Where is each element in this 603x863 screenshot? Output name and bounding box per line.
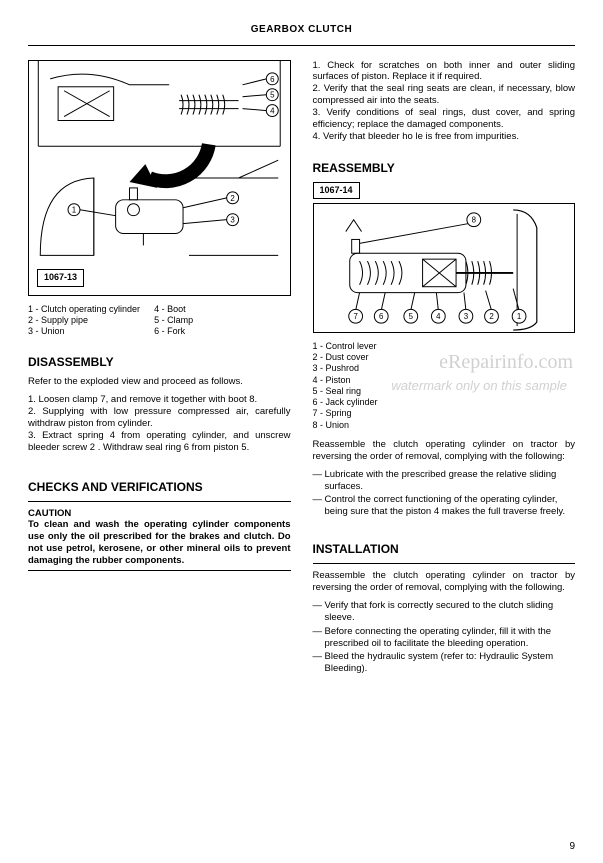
divider xyxy=(313,563,576,564)
installation-list: Verify that fork is correctly secured to… xyxy=(313,600,576,675)
svg-text:4: 4 xyxy=(436,312,441,321)
legend-item: 3 - Union xyxy=(28,326,140,337)
svg-text:5: 5 xyxy=(270,90,275,99)
legend-col: 4 - Boot 5 - Clamp 6 - Fork xyxy=(154,304,193,338)
svg-text:1: 1 xyxy=(72,205,77,214)
installation-heading: INSTALLATION xyxy=(313,542,576,557)
divider xyxy=(28,570,291,571)
legend-item: 1 - Control lever xyxy=(313,341,576,352)
caution-body: To clean and wash the operating cylinder… xyxy=(28,519,291,567)
legend-item: 7 - Spring xyxy=(313,408,576,419)
left-column: 6 5 4 1 2 3 xyxy=(28,60,291,678)
two-columns: 6 5 4 1 2 3 xyxy=(28,60,575,678)
legend-item: 4 - Piston xyxy=(313,375,576,386)
legend-fig2: 1 - Control lever 2 - Dust cover 3 - Pus… xyxy=(313,341,576,431)
legend-item: 5 - Seal ring xyxy=(313,386,576,397)
list-item: Before connecting the operating cylinder… xyxy=(325,626,576,650)
divider xyxy=(28,501,291,502)
svg-text:4: 4 xyxy=(270,106,275,115)
legend-item: 8 - Union xyxy=(313,420,576,431)
svg-text:3: 3 xyxy=(230,215,235,224)
reassembly-intro: Reassemble the clutch operating cylinder… xyxy=(313,439,576,463)
list-item: Control the correct functioning of the o… xyxy=(325,494,576,518)
legend-fig1: 1 - Clutch operating cylinder 2 - Supply… xyxy=(28,304,291,338)
legend-item: 3 - Pushrod xyxy=(313,363,576,374)
svg-text:6: 6 xyxy=(270,74,275,83)
diagram-reassembly: 8 7 6 5 4 3 2 1 xyxy=(314,204,575,332)
svg-text:7: 7 xyxy=(353,312,357,321)
diagram-clutch-cylinder: 6 5 4 1 2 3 xyxy=(29,61,290,295)
page-header: GEARBOX CLUTCH xyxy=(28,24,575,46)
svg-text:1: 1 xyxy=(516,312,520,321)
reassembly-list: Lubricate with the prescribed grease the… xyxy=(313,469,576,519)
disassembly-body: 1. Loosen clamp 7, and remove it togethe… xyxy=(28,394,291,453)
figure-badge-2: 1067-14 xyxy=(313,182,360,199)
checks-heading: CHECKS AND VERIFICATIONS xyxy=(28,480,291,495)
svg-text:6: 6 xyxy=(379,312,384,321)
svg-text:3: 3 xyxy=(463,312,468,321)
list-item: Bleed the hydraulic system (refer to: Hy… xyxy=(325,651,576,675)
legend-item: 4 - Boot xyxy=(154,304,193,315)
installation-intro: Reassemble the clutch operating cylinder… xyxy=(313,570,576,594)
list-item: Verify that fork is correctly secured to… xyxy=(325,600,576,624)
figure-badge: 1067-13 xyxy=(37,269,84,286)
disassembly-heading: DISASSEMBLY xyxy=(28,355,291,370)
figure-1067-13: 6 5 4 1 2 3 xyxy=(28,60,291,296)
reassembly-heading: REASSEMBLY xyxy=(313,161,576,176)
figure-1067-14: 8 7 6 5 4 3 2 1 xyxy=(313,203,576,333)
legend-item: 1 - Clutch operating cylinder xyxy=(28,304,140,315)
legend-item: 2 - Supply pipe xyxy=(28,315,140,326)
svg-text:2: 2 xyxy=(489,312,493,321)
legend-item: 2 - Dust cover xyxy=(313,352,576,363)
legend-item: 6 - Fork xyxy=(154,326,193,337)
legend-col: 1 - Clutch operating cylinder 2 - Supply… xyxy=(28,304,140,338)
legend-item: 6 - Jack cylinder xyxy=(313,397,576,408)
svg-text:8: 8 xyxy=(471,216,476,225)
svg-text:5: 5 xyxy=(408,312,413,321)
right-column: 1. Check for scratches on both inner and… xyxy=(313,60,576,678)
page-number: 9 xyxy=(569,841,575,854)
disassembly-intro: Refer to the exploded view and proceed a… xyxy=(28,376,291,388)
list-item: Lubricate with the prescribed grease the… xyxy=(325,469,576,493)
legend-item: 5 - Clamp xyxy=(154,315,193,326)
checks-body: 1. Check for scratches on both inner and… xyxy=(313,60,576,143)
svg-text:2: 2 xyxy=(230,193,234,202)
caution-title: CAUTION xyxy=(28,508,291,520)
